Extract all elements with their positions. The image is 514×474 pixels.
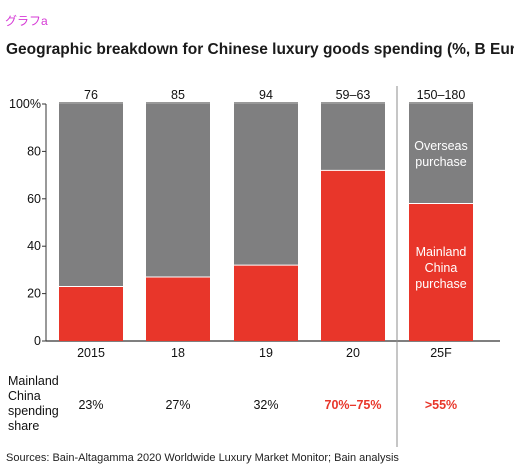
segment-note-mainland: Mainland — [416, 245, 467, 259]
bar-total-label: 59–63 — [336, 88, 371, 102]
y-tick-label: 0 — [34, 334, 41, 348]
bar-mainland — [409, 203, 473, 341]
y-tick-label: 80 — [27, 144, 41, 158]
chart-tag: グラフa — [5, 14, 48, 28]
share-label-line: spending — [8, 404, 59, 418]
share-value: 70%–75% — [324, 398, 382, 412]
source-note: Sources: Bain-Altagamma 2020 Worldwide L… — [6, 452, 399, 464]
share-label-line: Mainland — [8, 374, 59, 388]
bar-mainland — [234, 265, 298, 341]
bar-overseas — [59, 104, 123, 287]
segment-note-mainland: China — [425, 261, 458, 275]
bar-mainland — [321, 170, 385, 341]
bar-total-label: 76 — [84, 88, 98, 102]
share-label-line: share — [8, 419, 40, 433]
x-tick-label: 25F — [430, 346, 452, 360]
y-tick-label: 100% — [9, 97, 41, 111]
bar-total-label: 94 — [259, 88, 273, 102]
segment-note-overseas: Overseas — [414, 139, 468, 153]
share-value: >55% — [424, 398, 458, 412]
x-tick-label: 20 — [346, 346, 360, 360]
x-tick-label: 2015 — [77, 346, 105, 360]
bar-overseas — [146, 104, 210, 278]
x-tick-label: 19 — [259, 346, 273, 360]
bar-mainland — [59, 286, 123, 341]
bar-overseas — [234, 104, 298, 266]
segment-note-overseas: purchase — [415, 155, 466, 169]
bar-mainland — [146, 277, 210, 341]
share-value: 32% — [253, 398, 279, 412]
bar-total-label: 150–180 — [417, 88, 466, 102]
x-tick-label: 18 — [171, 346, 185, 360]
share-row-label: Mainland China spending share — [8, 374, 68, 434]
share-value: 27% — [165, 398, 191, 412]
chart-title: Geographic breakdown for Chinese luxury … — [6, 41, 514, 58]
bar-total-label: 85 — [171, 88, 185, 102]
y-tick-label: 60 — [27, 192, 41, 206]
share-label-line: China — [8, 389, 41, 403]
y-tick-label: 20 — [27, 287, 41, 301]
share-value: 23% — [78, 398, 104, 412]
bar-overseas — [321, 104, 385, 171]
y-tick-label: 40 — [27, 239, 41, 253]
segment-note-mainland: purchase — [415, 277, 466, 291]
bar-overseas — [409, 104, 473, 204]
